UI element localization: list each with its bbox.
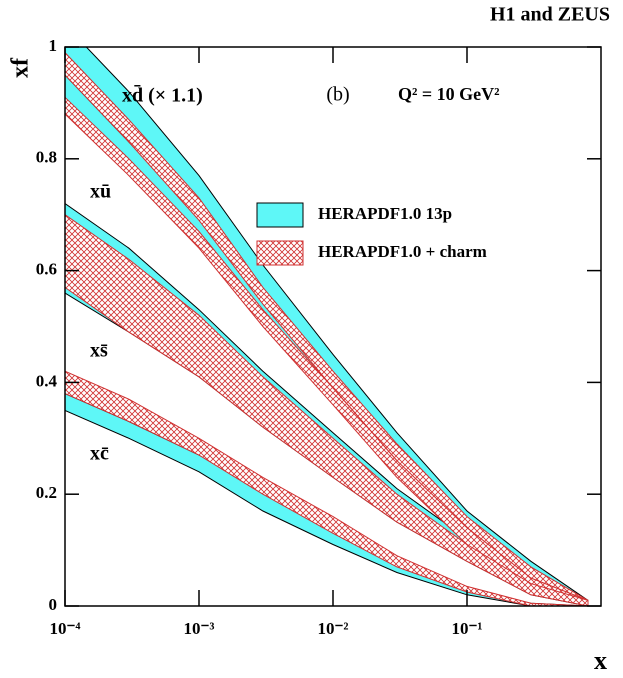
y-tick-label: 0 — [49, 595, 58, 614]
y-axis-label: xf — [8, 57, 34, 78]
x-tick-label: 10⁻⁴ — [49, 619, 80, 638]
x-tick-label: 10⁻¹ — [451, 619, 482, 638]
legend-swatch — [256, 240, 304, 266]
bands — [65, 47, 589, 606]
scale-label: Q² = 10 GeV² — [398, 84, 500, 104]
legend-label: HERAPDF1.0 + charm — [318, 242, 487, 261]
legend: HERAPDF1.0 13p HERAPDF1.0 + charm — [256, 202, 487, 266]
y-tick-label: 0.2 — [36, 483, 57, 502]
panel-label: (b) — [326, 84, 349, 106]
pdf-band — [65, 370, 589, 606]
x-tick-label: 10⁻² — [317, 619, 348, 638]
pdf-band — [65, 96, 589, 606]
curve-label: xd̄ (× 1.1) — [122, 84, 203, 107]
pdf-band — [65, 51, 589, 606]
curve-label: xc̄ — [90, 443, 109, 465]
pdf-band — [65, 214, 589, 606]
y-tick-label: 0.4 — [36, 371, 58, 390]
curve-label: xs̄ — [90, 340, 108, 362]
y-tick-label: 0.8 — [36, 148, 57, 167]
chart-title: H1 and ZEUS — [490, 4, 610, 26]
legend-label: HERAPDF1.0 13p — [318, 204, 452, 223]
x-axis-label: x — [594, 646, 607, 675]
x-tick-label: 10⁻³ — [183, 619, 214, 638]
y-tick-label: 0.6 — [36, 260, 57, 279]
y-tick-label: 1 — [49, 36, 58, 55]
legend-swatch — [256, 202, 304, 228]
curve-label: xū — [90, 181, 111, 203]
